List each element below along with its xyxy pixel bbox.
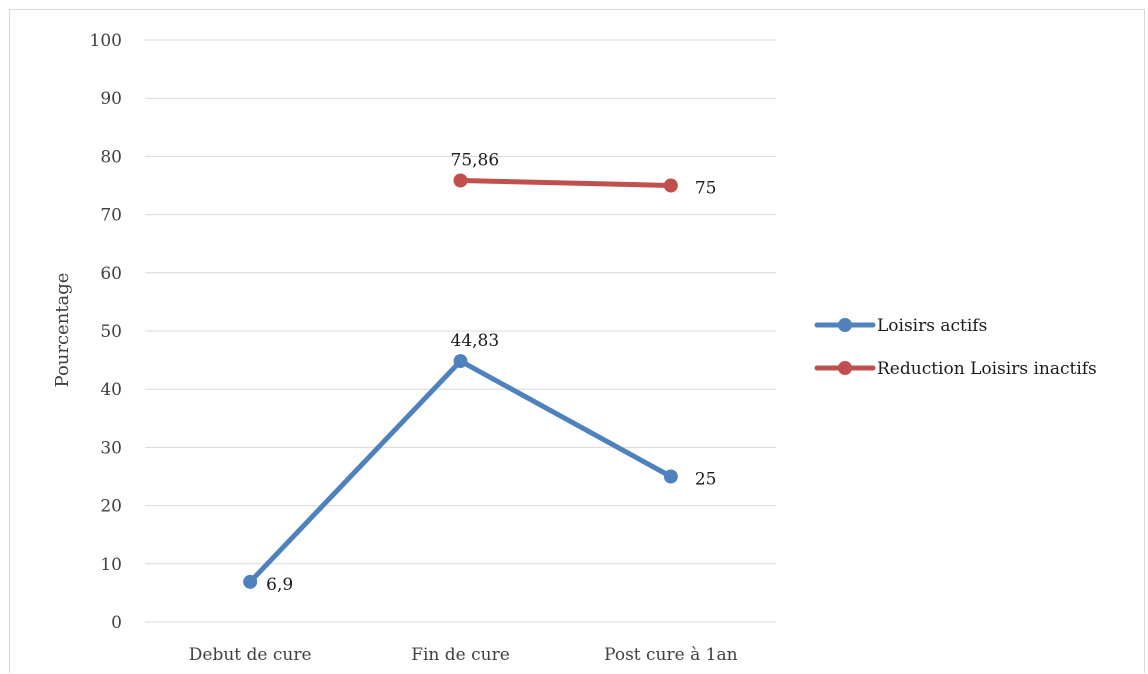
y-tick-label: 20 <box>100 497 122 517</box>
y-tick-labels: 0 10 20 30 40 50 60 70 80 90 100 <box>90 31 122 633</box>
x-tick-label: Post cure à 1an <box>604 645 737 665</box>
data-point <box>453 354 468 369</box>
legend-label: Reduction Loisirs inactifs <box>877 359 1097 379</box>
legend-marker <box>838 318 852 332</box>
data-point <box>663 469 678 484</box>
y-tick-label: 70 <box>100 206 122 226</box>
data-label: 44,83 <box>451 331 500 351</box>
data-label: 25 <box>695 470 717 490</box>
legend: Loisirs actifs Reduction Loisirs inactifs <box>814 316 1097 379</box>
gridlines <box>145 39 776 623</box>
data-point <box>663 178 678 193</box>
y-tick-label: 40 <box>100 380 122 400</box>
data-label: 75,86 <box>451 150 500 170</box>
x-tick-label: Fin de cure <box>411 645 510 665</box>
series-line <box>247 358 674 585</box>
y-tick-label: 30 <box>100 438 122 458</box>
chart-area <box>9 9 1145 673</box>
data-point <box>453 173 468 188</box>
series-line <box>458 177 674 188</box>
y-axis-title: Pourcentage <box>52 273 73 388</box>
legend-label: Loisirs actifs <box>877 316 987 336</box>
series-1: 6,9 44,83 25 <box>243 331 716 595</box>
x-tick-labels: Debut de cure Fin de cure Post cure à 1an <box>189 645 738 665</box>
x-tick-label: Debut de cure <box>189 645 312 665</box>
series-layer: 6,9 44,83 25 75,86 75 <box>243 150 717 595</box>
y-tick-label: 10 <box>100 555 122 575</box>
y-tick-label: 60 <box>100 264 122 284</box>
series-2: 75,86 75 <box>451 150 717 198</box>
y-tick-label: 50 <box>100 322 122 342</box>
data-label: 6,9 <box>266 575 293 595</box>
legend-marker <box>838 361 852 375</box>
legend-item: Loisirs actifs <box>814 316 987 336</box>
y-tick-label: 0 <box>111 613 122 633</box>
legend-item: Reduction Loisirs inactifs <box>814 359 1097 379</box>
data-label: 75 <box>695 179 717 199</box>
data-point <box>243 574 258 589</box>
y-tick-label: 90 <box>100 89 122 109</box>
y-tick-label: 80 <box>100 147 122 167</box>
y-tick-label: 100 <box>90 31 122 51</box>
